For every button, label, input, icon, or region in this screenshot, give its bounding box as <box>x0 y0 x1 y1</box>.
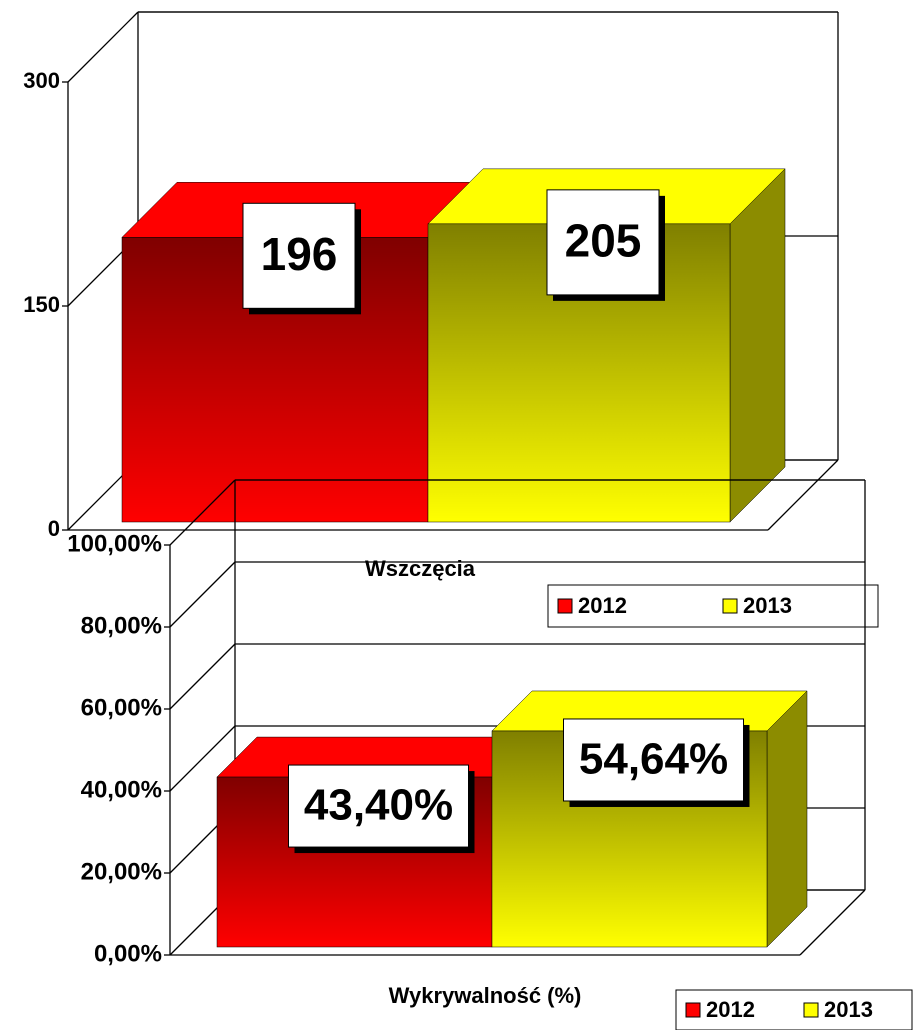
floor <box>767 459 839 531</box>
legend-swatch <box>722 598 738 614</box>
legend-label: 2013 <box>824 997 873 1022</box>
legend-swatch <box>685 1002 701 1018</box>
grid-line <box>169 643 236 710</box>
grid-line <box>169 561 236 628</box>
y-tick-label: 100,00% <box>67 530 162 557</box>
category-label: Wykrywalność (%) <box>389 983 582 1008</box>
floor <box>799 889 866 956</box>
value-label: 43,40% <box>304 781 453 830</box>
y-tick-label: 60,00% <box>81 694 162 721</box>
y-tick-label: 20,00% <box>81 858 162 885</box>
y-tick-label: 300 <box>23 68 60 93</box>
value-label-box <box>546 189 660 296</box>
y-tick-label: 0,00% <box>94 940 162 967</box>
y-tick-label: 40,00% <box>81 776 162 803</box>
legend-swatch <box>557 598 573 614</box>
legend-swatch <box>803 1002 819 1018</box>
grid-line <box>169 479 236 546</box>
value-label: 54,64% <box>579 735 728 784</box>
y-tick-label: 80,00% <box>81 612 162 639</box>
legend-label: 2012 <box>578 593 627 618</box>
grid-line <box>67 11 139 83</box>
value-label-box <box>288 764 469 848</box>
value-label-box <box>242 202 356 309</box>
value-label-box <box>563 718 744 802</box>
legend-label: 2013 <box>743 593 792 618</box>
bar-side-shade <box>730 168 785 522</box>
y-tick-label: 150 <box>23 292 60 317</box>
bar-side-shade <box>767 690 807 947</box>
grid-line <box>169 725 236 792</box>
value-label: 196 <box>261 228 338 280</box>
category-label: Wszczęcia <box>365 556 476 581</box>
y-tick-label: 0 <box>48 516 60 541</box>
value-label: 205 <box>565 215 642 267</box>
legend-label: 2012 <box>706 997 755 1022</box>
legend-box <box>547 584 879 628</box>
legend-box <box>675 989 913 1030</box>
